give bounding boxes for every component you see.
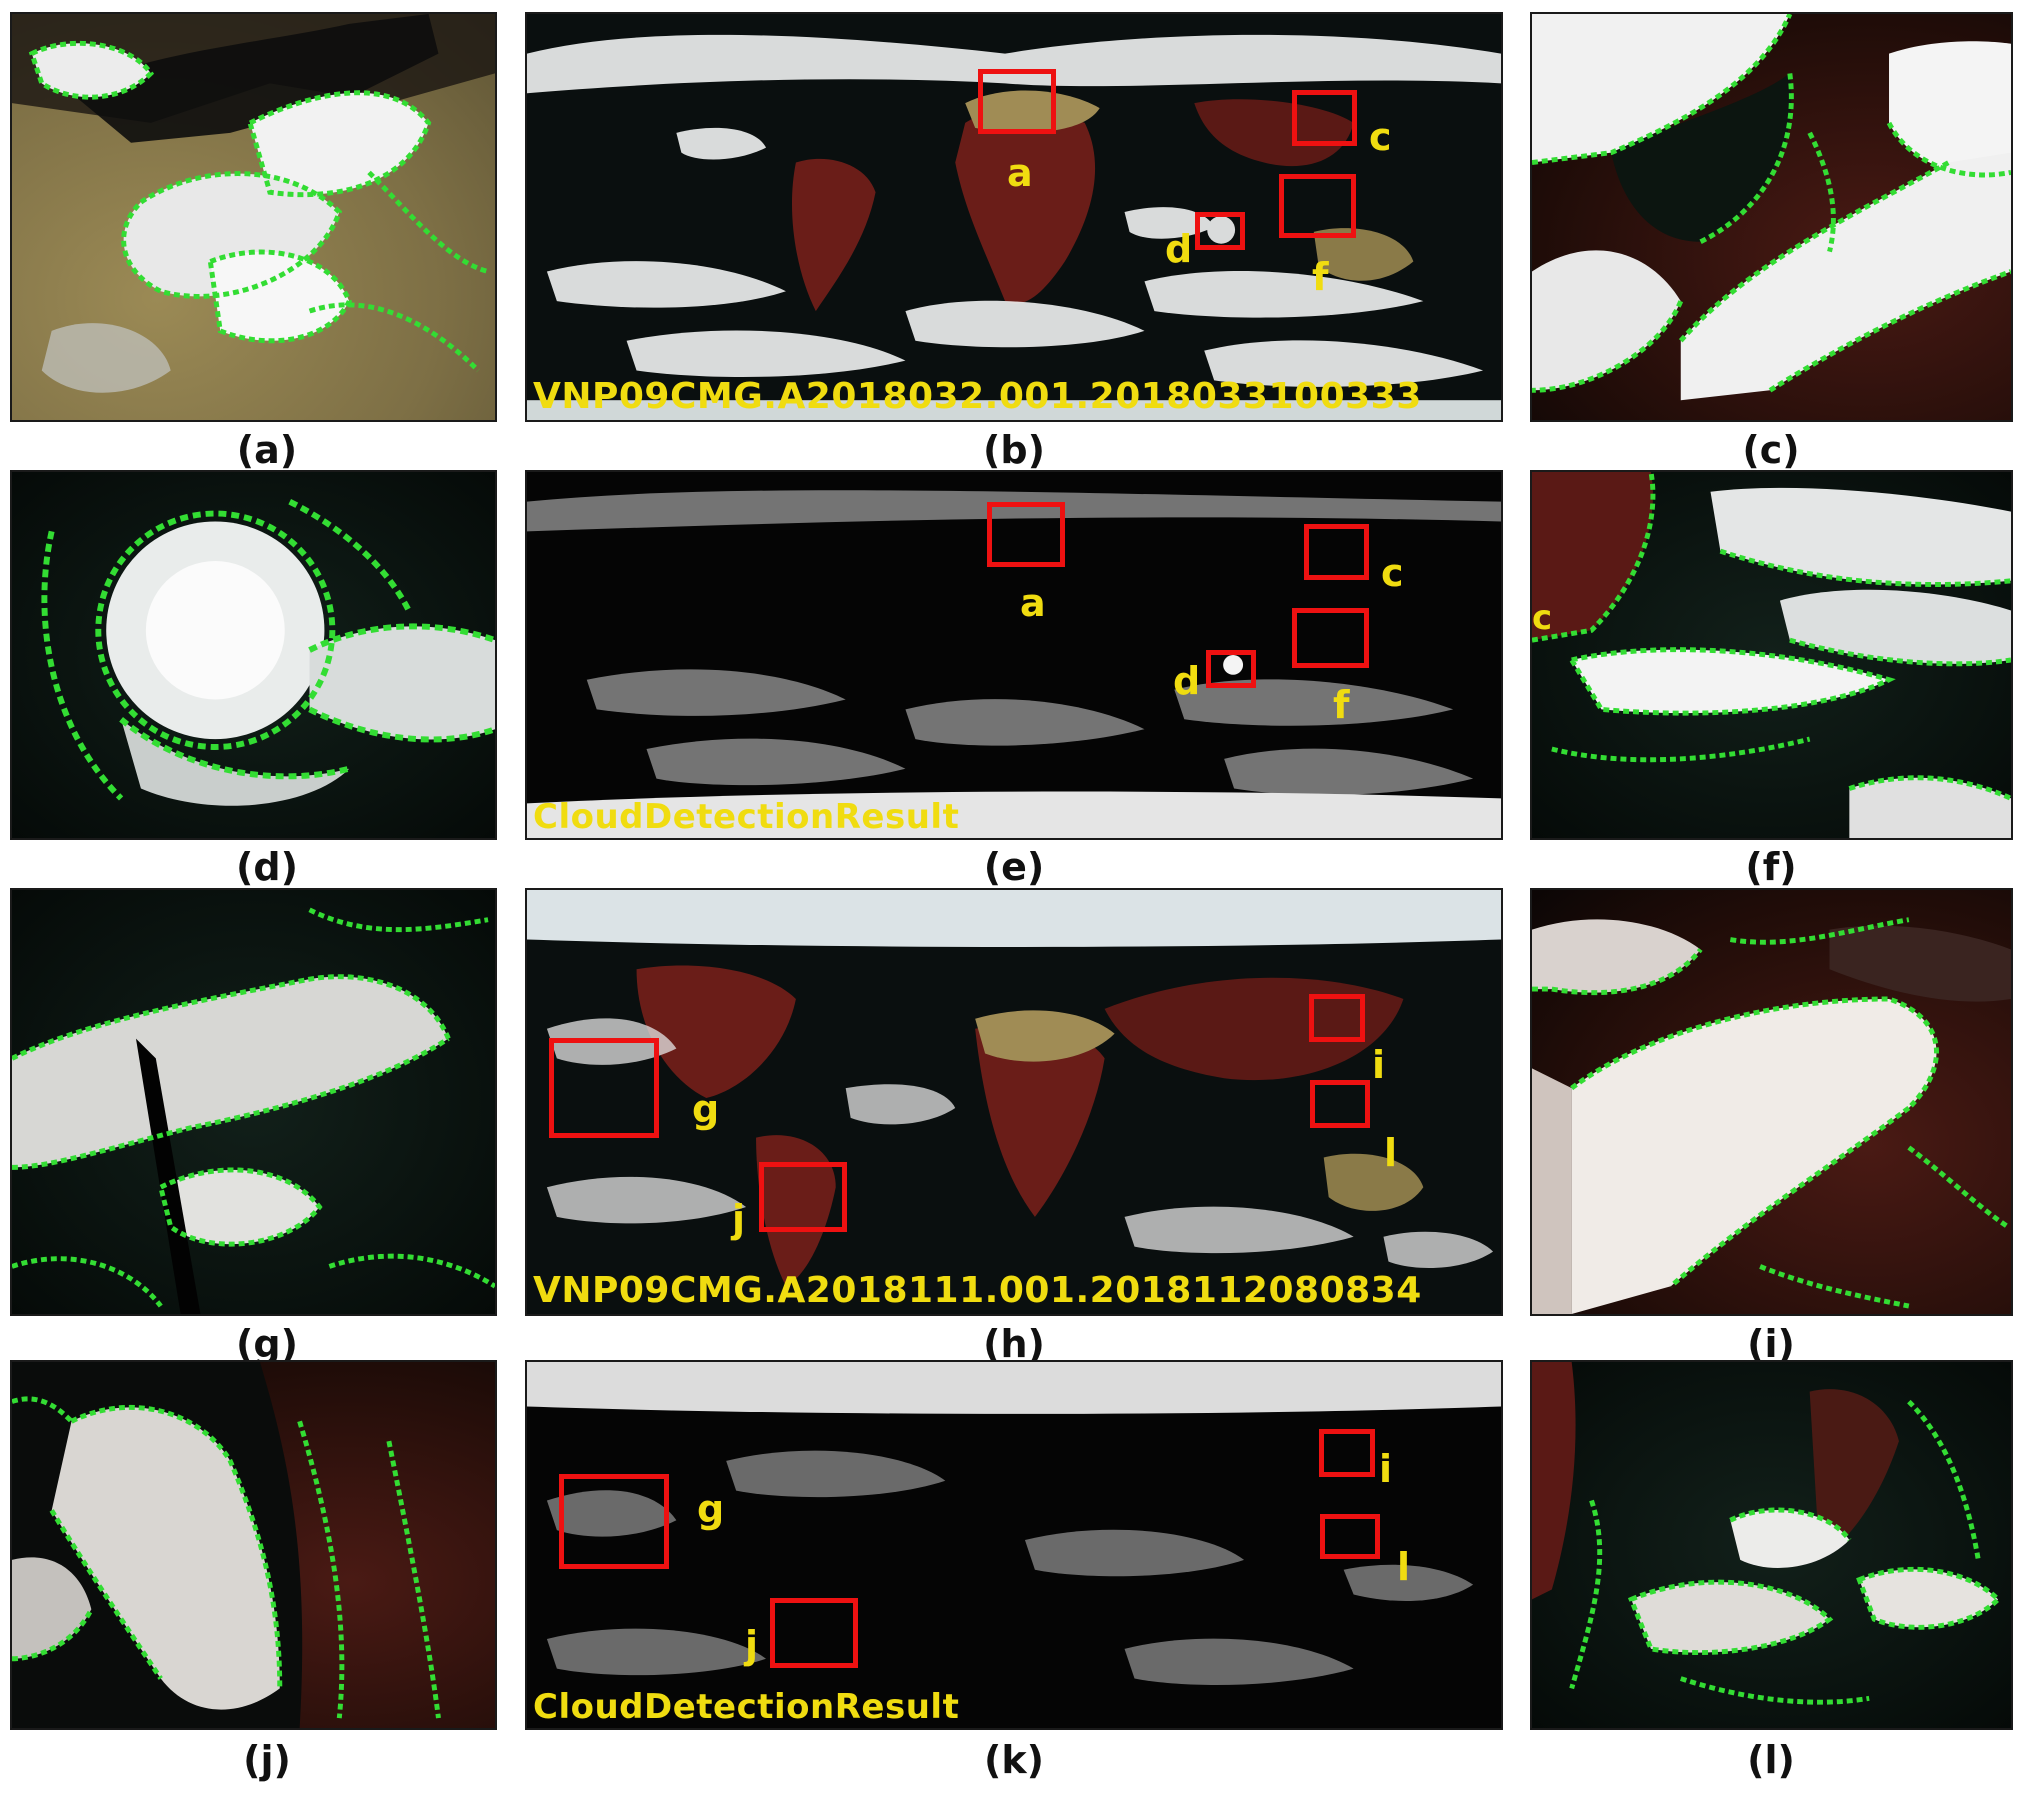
caption-d: (d): [236, 845, 298, 889]
region-box-a: [987, 502, 1065, 567]
region-label-d: d: [1173, 659, 1201, 703]
caption-i: (i): [1747, 1322, 1795, 1366]
region-box-c: [1292, 90, 1357, 146]
caption-e: (e): [983, 845, 1045, 889]
region-box-j: [770, 1598, 858, 1668]
region-label-a: a: [1007, 151, 1033, 195]
region-label-i: i: [1379, 1447, 1393, 1491]
panel-l-imagery: [1532, 1362, 2002, 1705]
region-label-c: c: [1381, 551, 1404, 595]
panel-l-zoom: [1530, 1360, 2013, 1730]
region-label-j: j: [732, 1197, 746, 1241]
panel-a-zoom: [10, 12, 497, 422]
panel-h-global-imagery: g i j l VNP09CMG.A2018111.001.2018112080…: [525, 888, 1503, 1316]
caption-l: (l): [1747, 1738, 1795, 1782]
panel-k-imagery: [527, 1362, 1501, 1686]
panel-e-imagery: [527, 490, 1501, 838]
region-label-g: g: [697, 1487, 725, 1531]
region-label-l: l: [1397, 1545, 1411, 1589]
region-label-c: c: [1369, 115, 1392, 159]
panel-i-zoom: [1530, 888, 2013, 1316]
file-name-stamp-b: VNP09CMG.A2018032.001.2018033100333: [533, 376, 1422, 417]
region-label-f: f: [1312, 255, 1329, 299]
region-label-g: g: [692, 1087, 720, 1131]
region-box-a: [978, 69, 1056, 134]
panel-f-imagery: [1532, 472, 2011, 838]
region-box-l: [1310, 1080, 1370, 1128]
panel-c-zoom: [1530, 12, 2013, 422]
panel-b-imagery: [527, 34, 1501, 420]
caption-g: (g): [236, 1322, 298, 1366]
region-box-d: [1195, 212, 1245, 250]
caption-k: (k): [983, 1738, 1044, 1782]
region-label-j: j: [745, 1623, 759, 1667]
panel-j-imagery: [12, 1362, 441, 1728]
region-label-a: a: [1020, 581, 1046, 625]
region-label-l: l: [1384, 1131, 1398, 1175]
region-box-f: [1292, 608, 1369, 668]
panel-c-imagery: [1532, 14, 2011, 401]
cloud-detection-stamp-e: CloudDetectionResult: [533, 797, 960, 837]
region-box-i: [1319, 1429, 1375, 1477]
panel-h-imagery: [527, 890, 1501, 1287]
region-label-d: d: [1165, 227, 1193, 271]
panel-b-global-imagery: a c d f VNP09CMG.A2018032.001.2018033100…: [525, 12, 1503, 422]
edge-label-c: c: [1532, 598, 1553, 638]
panel-g-imagery: [12, 907, 495, 1314]
region-box-f: [1279, 174, 1356, 238]
region-box-i: [1309, 994, 1365, 1042]
region-box-j: [759, 1162, 847, 1232]
panel-j-zoom: [10, 1360, 497, 1730]
region-label-i: i: [1372, 1043, 1386, 1087]
region-box-d: [1206, 650, 1256, 688]
region-box-l: [1320, 1514, 1380, 1559]
caption-b: (b): [983, 428, 1045, 472]
panel-a-imagery: [12, 14, 495, 393]
cloud-detection-stamp-k: CloudDetectionResult: [533, 1687, 960, 1727]
panel-d-imagery: [41, 499, 495, 806]
panel-d-zoom: [10, 470, 497, 840]
region-box-g: [559, 1474, 669, 1569]
panel-g-zoom: [10, 888, 497, 1316]
caption-j: (j): [243, 1738, 291, 1782]
region-label-f: f: [1333, 683, 1350, 727]
file-name-stamp-h: VNP09CMG.A2018111.001.2018112080834: [533, 1270, 1422, 1311]
panel-i-imagery: [1532, 917, 2011, 1314]
panel-f-zoom: c: [1530, 470, 2013, 840]
caption-f: (f): [1745, 845, 1797, 889]
region-box-c: [1304, 524, 1369, 580]
caption-a: (a): [236, 428, 298, 472]
caption-h: (h): [983, 1322, 1045, 1366]
panel-e-global-cloud-mask: a c d f CloudDetectionResult: [525, 470, 1503, 840]
panel-k-global-cloud-mask: g i j l CloudDetectionResult: [525, 1360, 1503, 1730]
caption-c: (c): [1742, 428, 1800, 472]
region-box-g: [549, 1038, 659, 1138]
